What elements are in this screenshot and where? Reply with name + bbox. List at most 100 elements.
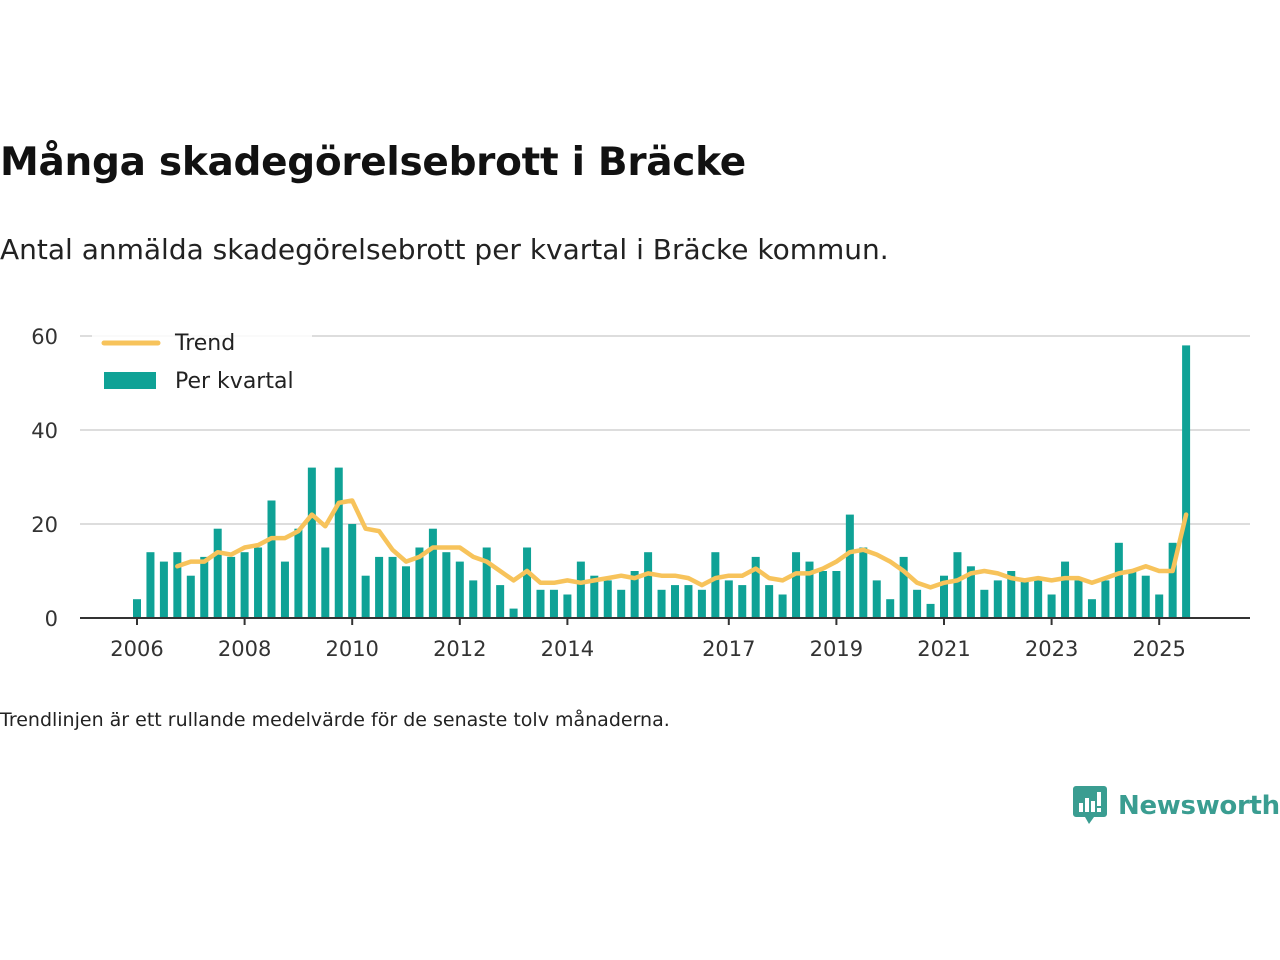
bar-q38 (644, 552, 653, 618)
bar-q52 (832, 571, 841, 618)
bar-q24 (455, 561, 464, 618)
bar-q40 (671, 585, 679, 618)
bar-q12 (294, 528, 303, 618)
legend-trend-label: Trend (174, 331, 235, 356)
bar-q70 (1074, 580, 1083, 618)
bar-q28 (509, 608, 518, 618)
trend-series (175, 498, 1189, 590)
bar-q21 (415, 547, 424, 618)
bar-q42 (697, 589, 706, 618)
bar-q51 (818, 571, 827, 618)
bar-q22 (428, 528, 437, 618)
y-tick-label-60: 60 (31, 325, 58, 349)
bar-q32 (563, 594, 572, 618)
bar-q10 (267, 500, 276, 618)
bar-q35 (603, 580, 612, 618)
bar-q0 (133, 599, 141, 618)
axes: 0 20 40 60 2006 2008 2010 2012 2014 2017 2019 2021 2… (31, 325, 1250, 661)
bar-q16 (348, 524, 357, 618)
bar-series (133, 345, 1191, 618)
bar-q29 (523, 547, 532, 618)
bar-q6 (213, 528, 222, 618)
bar-q76 (1155, 594, 1164, 618)
bar-q56 (886, 599, 895, 618)
bar-q74 (1128, 571, 1137, 618)
bar-q68 (1047, 594, 1056, 618)
legend: Trend Per kvartal (92, 326, 312, 421)
bar-q26 (482, 547, 491, 618)
y-tick-label-20: 20 (31, 513, 58, 537)
chart-title: Många skadegörelsebrott i Bräcke (0, 140, 746, 185)
bar-q67 (1034, 580, 1043, 618)
legend-bar-label: Per kvartal (175, 369, 294, 394)
bar-q65 (1007, 571, 1016, 618)
y-tick-label-40: 40 (31, 419, 58, 443)
bar-q72 (1101, 580, 1110, 618)
bar-q20 (402, 566, 410, 618)
bar-q2 (159, 561, 168, 618)
bar-q4 (186, 575, 195, 618)
brand-logo[interactable]: Newsworthy (1072, 784, 1280, 828)
bar-q77 (1168, 542, 1177, 618)
bar-q66 (1020, 580, 1029, 618)
bar-q63 (980, 589, 989, 618)
x-tick-label-2012: 2012 (433, 637, 486, 661)
bar-q15 (334, 467, 343, 618)
bar-q1 (146, 552, 155, 618)
bar-q11 (280, 561, 289, 618)
bar-q78 (1182, 345, 1191, 618)
legend-bar-swatch (104, 372, 156, 389)
x-tick-label-2006: 2006 (110, 637, 163, 661)
bar-q71 (1087, 599, 1096, 618)
bar-q54 (859, 547, 868, 618)
bar-q37 (630, 571, 639, 618)
bar-q62 (966, 566, 975, 618)
brand-name: Newsworthy (1118, 791, 1280, 821)
bar-q23 (442, 552, 451, 618)
bar-q36 (617, 589, 626, 618)
bar-q27 (496, 585, 505, 618)
trend-line (175, 498, 1189, 590)
bar-q18 (375, 556, 384, 618)
bar-q50 (805, 561, 814, 618)
bar-q7 (227, 556, 236, 618)
bar-q13 (307, 467, 316, 618)
bar-q8 (240, 552, 249, 618)
chart-subtitle: Antal anmälda skadegörelsebrott per kvar… (0, 233, 889, 266)
bar-q53 (845, 514, 854, 618)
bar-q58 (913, 589, 922, 618)
newsworthy-logo-icon (1073, 786, 1107, 824)
bar-q9 (254, 547, 263, 618)
bar-q59 (926, 603, 935, 618)
bar-q5 (200, 556, 209, 618)
x-tick-label-2021: 2021 (917, 637, 970, 661)
bar-q73 (1114, 542, 1123, 618)
bar-q3 (173, 552, 182, 618)
x-tick-label-2014: 2014 (541, 637, 594, 661)
x-tick-label-2023: 2023 (1025, 637, 1078, 661)
bar-q19 (388, 556, 397, 618)
bar-q46 (751, 556, 760, 618)
x-tick-label-2008: 2008 (218, 637, 271, 661)
bar-q57 (899, 556, 908, 618)
x-tick-label-2025: 2025 (1132, 637, 1185, 661)
y-tick-label-0: 0 (45, 607, 58, 631)
bar-q43 (711, 552, 720, 618)
x-tick-label-2017: 2017 (702, 637, 755, 661)
x-tick-label-2010: 2010 (325, 637, 378, 661)
bar-q60 (940, 575, 948, 618)
bar-q14 (321, 547, 330, 618)
bar-q45 (738, 585, 747, 618)
bar-q34 (590, 575, 599, 618)
bar-q49 (792, 552, 801, 618)
bar-q47 (765, 585, 774, 618)
bar-q55 (872, 580, 881, 618)
bar-q25 (469, 580, 478, 618)
bar-q31 (549, 589, 558, 618)
bar-q75 (1141, 575, 1150, 618)
bar-q39 (657, 589, 666, 618)
bar-line-chart: 0 20 40 60 2006 2008 2010 2012 2014 2017 2019 2021 2… (31, 325, 1250, 661)
bar-q61 (953, 552, 962, 618)
x-tick-label-2019: 2019 (810, 637, 863, 661)
footnote: Trendlinjen är ett rullande medelvärde f… (0, 709, 670, 731)
